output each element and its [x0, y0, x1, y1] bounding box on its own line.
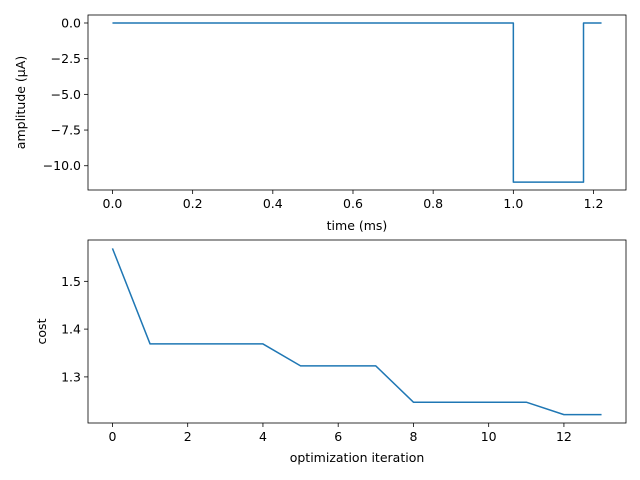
cost-y-tick-label: 1.4 [61, 322, 81, 337]
amplitude-y-tick-label: −7.5 [51, 123, 81, 138]
cost-x-tick-label: 8 [409, 429, 417, 444]
amplitude-chart: 0.0 0.2 0.4 0.6 0.8 1.0 1.2 0.0 −2.5 −5.0 −7.5 −10.… [13, 14, 627, 233]
amplitude-y-axis-label: amplitude (µA) [13, 56, 28, 149]
cost-plot-frame [87, 239, 627, 424]
cost-y-tick-label: 1.5 [61, 274, 81, 289]
amplitude-x-tick-label: 0.8 [423, 196, 443, 211]
cost-chart: 0 2 4 6 8 10 12 1.3 1.4 1.5 optimization iteration… [34, 239, 627, 465]
amplitude-x-tick-label: 0.2 [183, 196, 203, 211]
amplitude-x-axis-label: time (ms) [327, 218, 388, 233]
amplitude-series-line-0 [112, 22, 602, 183]
cost-x-tick-label: 6 [334, 429, 342, 444]
amplitude-y-tick-label: −2.5 [51, 51, 81, 66]
cost-x-axis-label: optimization iteration [290, 450, 425, 465]
amplitude-y-tick-label: −5.0 [51, 87, 81, 102]
amplitude-x-tick-label: 0.6 [343, 196, 363, 211]
cost-y-axis-label: cost [34, 318, 49, 344]
cost-x-tick-label: 12 [556, 429, 572, 444]
amplitude-x-tick-label: 1.0 [503, 196, 523, 211]
amplitude-y-tick-label: −10.0 [43, 158, 81, 173]
amplitude-x-tick-label: 0.4 [263, 196, 283, 211]
cost-x-tick-label: 4 [259, 429, 267, 444]
amplitude-y-tick-label: 0.0 [61, 15, 81, 30]
amplitude-x-tick-label: 1.2 [584, 196, 604, 211]
amplitude-x-tick-label: 0.0 [103, 196, 123, 211]
cost-series-line-0 [111, 248, 602, 416]
cost-x-tick-label: 0 [108, 429, 116, 444]
cost-x-tick-label: 10 [481, 429, 497, 444]
cost-y-tick-label: 1.3 [61, 369, 81, 384]
cost-x-tick-label: 2 [184, 429, 192, 444]
amplitude-plot-frame [87, 14, 627, 191]
